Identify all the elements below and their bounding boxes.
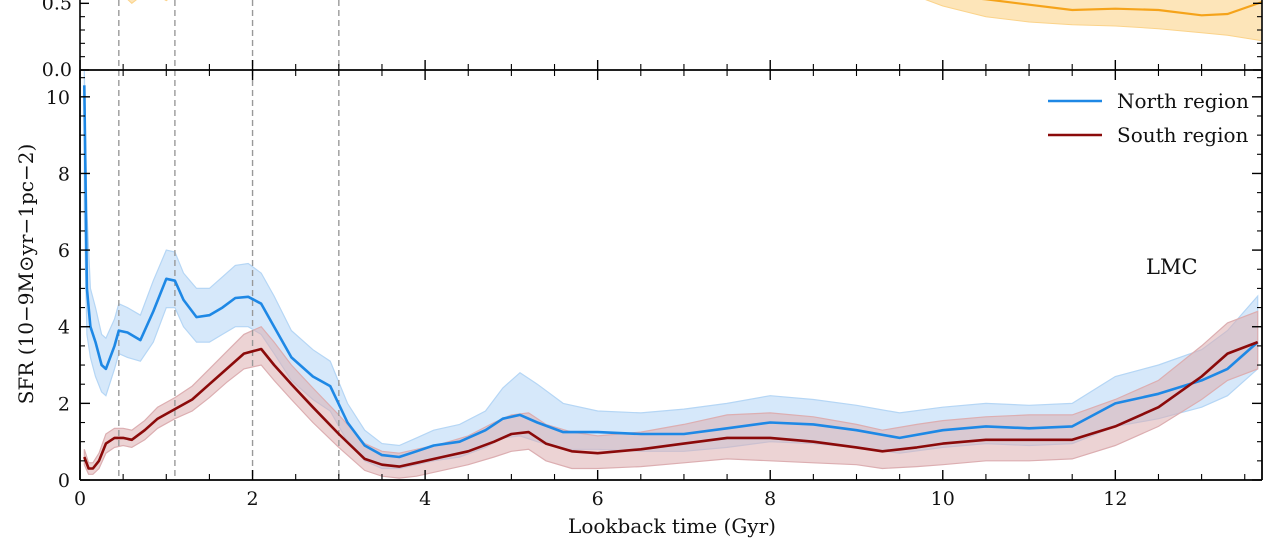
xtick-label-5: 10 [931, 488, 955, 510]
legend-south-label: South region [1117, 123, 1249, 147]
top-ytick-label-1: 0.5 [42, 0, 72, 14]
ytick-label-5: 10 [46, 87, 70, 109]
galaxy-annotation: LMC [1146, 255, 1198, 279]
bottom-panel: 0 2 4 6 8 10 12 0 2 4 6 8 10 [46, 60, 1263, 510]
ytick-label-2: 4 [58, 317, 70, 339]
ytick-label-1: 2 [58, 393, 70, 415]
band-north [83, 70, 1259, 470]
xtick-label-0: 0 [74, 488, 86, 510]
xtick-label-1: 2 [247, 488, 259, 510]
band-south [83, 310, 1259, 479]
xtick-label-3: 6 [592, 488, 604, 510]
xtick-label-2: 4 [419, 488, 431, 510]
xtick-label-6: 12 [1103, 488, 1127, 510]
top-band-0 [127, 0, 1262, 42]
top-ytick-label-0: 0.0 [42, 59, 72, 81]
xtick-label-4: 8 [764, 488, 776, 510]
legend-north-label: North region [1117, 89, 1249, 113]
line-south [83, 340, 1259, 470]
y-axis-title: SFR (10−9M⊙yr−1pc−2) [14, 144, 38, 405]
top-panel: 0.0 0.5 [42, 0, 1263, 81]
ytick-label-4: 8 [58, 163, 70, 185]
line-north [83, 85, 1259, 459]
ytick-label-0: 0 [58, 470, 70, 492]
top-line-0 [981, 0, 1262, 17]
ytick-label-3: 6 [58, 240, 70, 262]
legend: North region South region [1048, 89, 1249, 147]
x-axis-title: Lookback time (Gyr) [568, 514, 776, 538]
